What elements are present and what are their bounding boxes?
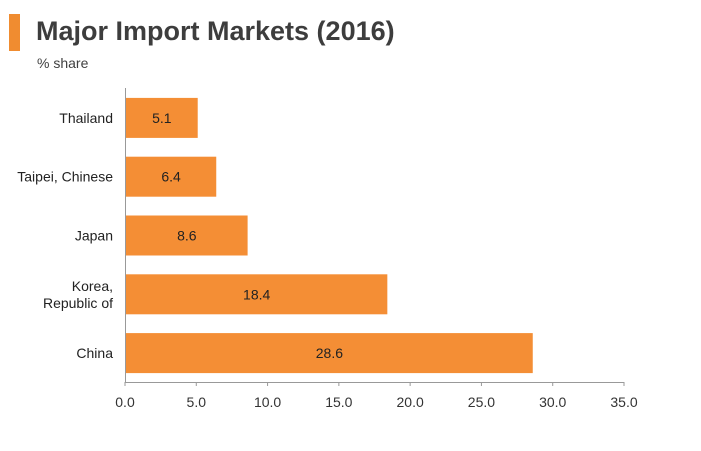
bar-value-label: 5.1: [152, 110, 172, 126]
x-tick-label: 10.0: [254, 394, 281, 410]
chart-title: Major Import Markets (2016): [36, 16, 395, 46]
category-label: Taipei, Chinese: [17, 169, 113, 185]
category-label: Japan: [75, 228, 113, 244]
bar-value-label: 28.6: [316, 345, 343, 361]
chart-subtitle: % share: [37, 55, 89, 71]
x-tick-label: 20.0: [397, 394, 424, 410]
category-label: China: [76, 345, 113, 361]
x-tick-label: 30.0: [539, 394, 566, 410]
category-label: Republic of: [43, 295, 113, 311]
bar: [126, 215, 248, 256]
category-label: Thailand: [59, 110, 113, 126]
bar-value-label: 8.6: [177, 228, 197, 244]
bar: [126, 274, 388, 315]
x-tick-label: 15.0: [325, 394, 352, 410]
bar-value-label: 6.4: [161, 169, 181, 185]
bar-value-label: 18.4: [243, 286, 270, 302]
x-tick-label: 35.0: [610, 394, 637, 410]
x-tick-label: 5.0: [187, 394, 207, 410]
bar: [126, 333, 533, 374]
bar: [126, 156, 217, 197]
x-tick-label: 0.0: [115, 394, 135, 410]
category-label: Korea,: [72, 278, 113, 294]
bar: [126, 97, 198, 138]
title-accent-bar: [9, 14, 20, 51]
x-tick-label: 25.0: [468, 394, 495, 410]
